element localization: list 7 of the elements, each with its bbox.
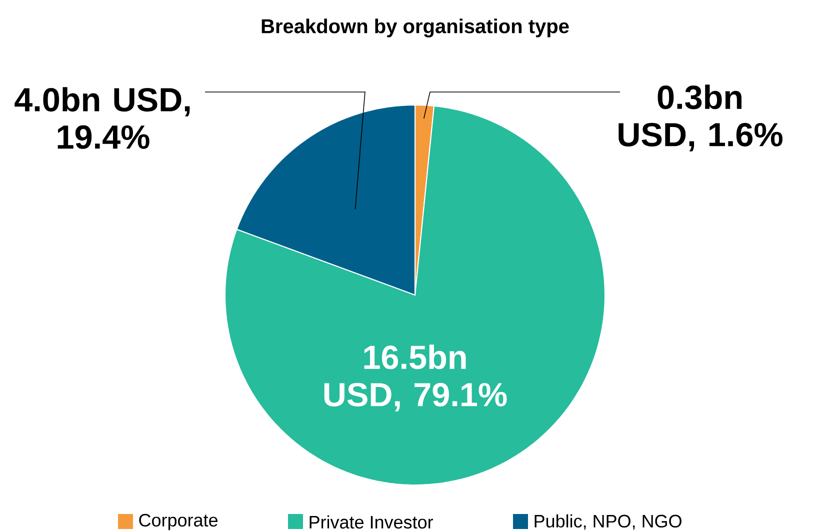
data-label: 4.0bn USD, 19.4%	[14, 87, 190, 149]
legend-label: Public, NPO, NGO	[534, 514, 682, 530]
data-label: 16.5bn USD, 79.1%	[324, 344, 507, 412]
chart-title: Breakdown by organisation type	[262, 18, 569, 38]
legend-label: Private Investor	[310, 515, 433, 529]
legend-label: Corporate	[139, 514, 218, 530]
data-label: 0.3bn USD, 1.6%	[618, 84, 782, 152]
